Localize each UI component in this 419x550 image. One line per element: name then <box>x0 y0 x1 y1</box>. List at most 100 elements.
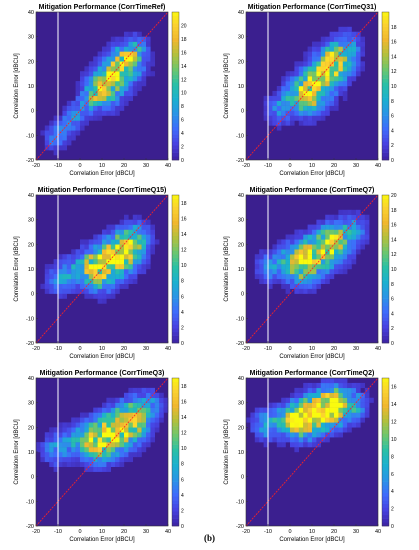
heatmap-cell <box>93 278 98 284</box>
heatmap-cell <box>364 392 370 398</box>
heatmap-cell <box>268 412 273 418</box>
heatmap-cell <box>285 283 291 289</box>
heatmap-cell <box>303 56 308 62</box>
heatmap-cell <box>347 31 352 37</box>
heatmap-cell <box>84 239 89 245</box>
heatmap-cell <box>119 239 125 245</box>
y-tick-label: 0 <box>241 109 244 115</box>
colorbar-segment <box>382 411 389 416</box>
colorbar-tick-label: 10 <box>181 263 187 269</box>
heatmap-cell <box>71 452 76 458</box>
heatmap-cell <box>342 41 348 47</box>
heatmap-cell <box>80 432 85 438</box>
heatmap-cell <box>303 71 308 77</box>
colorbar-segment <box>382 392 389 397</box>
heatmap-cell <box>312 41 317 47</box>
heatmap-cell <box>298 412 304 418</box>
heatmap-cell <box>132 269 138 275</box>
heatmap-cell <box>93 95 98 101</box>
x-axis-label: Correlation Error [dBCU] <box>69 171 135 177</box>
heatmap-cell <box>49 135 54 141</box>
heatmap-cell <box>53 432 59 438</box>
colorbar-segment <box>172 246 179 251</box>
heatmap-cell <box>312 387 317 393</box>
heatmap-cell <box>325 422 330 428</box>
heatmap-cell <box>316 86 321 92</box>
heatmap-cell <box>84 115 89 121</box>
colorbar-segment <box>382 148 389 153</box>
colorbar-segment <box>382 265 389 270</box>
heatmap-cell <box>88 412 94 418</box>
heatmap-cell <box>128 41 133 47</box>
heatmap-cell <box>84 442 89 448</box>
colorbar-segment <box>172 385 179 390</box>
heatmap-cell <box>303 387 308 393</box>
heatmap-cell <box>93 61 98 67</box>
heatmap-cell <box>128 456 133 463</box>
heatmap-cell <box>351 209 357 215</box>
colorbar-segment <box>382 152 389 157</box>
heatmap-cell <box>146 244 151 250</box>
heatmap-cell <box>347 427 352 433</box>
heatmap-cell <box>347 382 352 389</box>
heatmap-cell <box>154 427 160 433</box>
heatmap-cell <box>263 432 269 438</box>
heatmap-cell <box>141 239 147 245</box>
heatmap-cell <box>84 422 89 428</box>
colorbar-segment <box>382 93 389 98</box>
heatmap-cell <box>276 437 282 443</box>
heatmap-cell <box>97 461 103 467</box>
heatmap-cell <box>53 283 59 289</box>
heatmap-cell <box>285 437 291 443</box>
heatmap-cell <box>124 46 129 52</box>
heatmap-cell <box>106 437 111 443</box>
heatmap-cell <box>329 56 335 62</box>
heatmap-cell <box>66 278 72 284</box>
heatmap-cell <box>351 402 357 408</box>
heatmap-cell <box>141 36 147 42</box>
heatmap-cell <box>347 76 352 82</box>
heatmap-cell <box>71 105 76 111</box>
heatmap-cell <box>93 86 98 92</box>
heatmap-cell <box>119 432 125 438</box>
heatmap-cell <box>128 71 133 77</box>
heatmap-cell <box>254 264 260 270</box>
colorbar-segment <box>382 254 389 259</box>
heatmap-cell <box>285 427 291 433</box>
heatmap-cell <box>347 417 352 423</box>
heatmap-cell <box>334 412 339 418</box>
heatmap-cell <box>276 432 282 438</box>
heatmap-cell <box>150 427 155 433</box>
heatmap-cell <box>342 378 348 384</box>
heatmap-cell <box>84 427 89 433</box>
heatmap-cell <box>281 273 286 280</box>
heatmap-cell <box>347 392 352 398</box>
heatmap-cell <box>137 244 142 250</box>
heatmap-cell <box>285 402 291 408</box>
heatmap-cell <box>351 51 357 57</box>
heatmap-cell <box>290 264 295 270</box>
heatmap-cell <box>329 61 335 67</box>
heatmap-cell <box>342 407 348 413</box>
heatmap-cell <box>132 234 138 240</box>
colorbar-segment <box>172 309 179 314</box>
heatmap-cell <box>106 46 111 52</box>
heatmap-cell <box>53 140 59 146</box>
heatmap-cell <box>93 466 98 472</box>
colorbar-frame <box>171 11 180 161</box>
heatmap-cell <box>334 46 339 52</box>
heatmap-cell <box>80 120 85 126</box>
heatmap-cell <box>49 447 54 453</box>
colorbar-segment <box>382 463 389 468</box>
heatmap-cell <box>360 41 365 47</box>
heatmap-cell <box>298 90 304 97</box>
heatmap-cell <box>119 100 125 106</box>
heatmap-cell <box>53 145 59 151</box>
heatmap-cell <box>338 382 343 389</box>
heatmap-cell <box>106 264 111 270</box>
heatmap-cell <box>115 437 120 443</box>
heatmap-cell <box>71 259 76 265</box>
heatmap-cell <box>88 71 94 77</box>
heatmap-cell <box>276 239 282 245</box>
heatmap-cell <box>290 86 295 92</box>
